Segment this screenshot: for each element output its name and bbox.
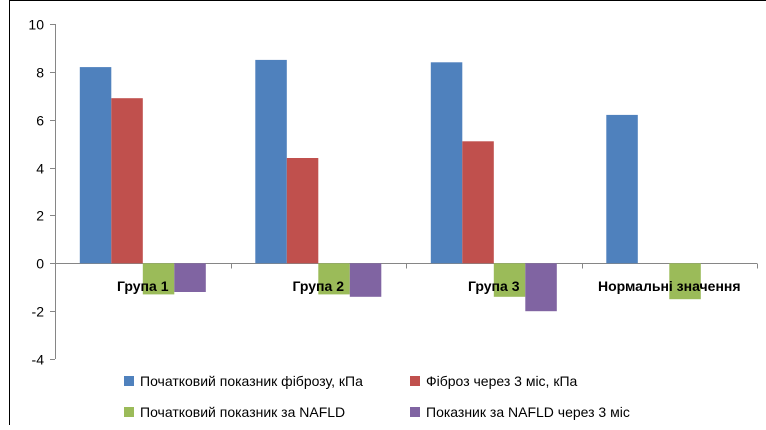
bar [142,263,175,295]
legend-swatch [124,376,134,386]
x-category-label: Група 3 [468,278,520,294]
legend: Початковий показник фіброзу, кПа Фіброз ч… [124,373,630,420]
bar [318,263,350,295]
bar [493,263,526,297]
legend-label: Початковий показник за NAFLD [140,404,345,420]
x-category-label: Нормальні значення [598,278,741,294]
y-tick-label: 10 [28,17,44,33]
x-category-label: Група 1 [117,278,169,294]
y-tick-label: 4 [36,161,44,177]
bar [349,263,382,297]
bar [255,59,287,264]
y-tick-label: 6 [36,113,44,129]
bar [462,141,494,264]
legend-label: Показник за NAFLD через 3 міс [426,404,630,420]
y-tick-label: 2 [36,208,44,224]
bar [525,263,557,312]
legend-label: Фіброз через 3 міс, кПа [426,373,578,389]
y-tick-label: 8 [36,65,44,81]
y-tick-label: -2 [32,304,45,320]
y-tick-label: 0 [36,256,44,272]
bar [79,67,112,264]
x-category-label: Група 2 [293,278,345,294]
bar [286,158,319,264]
bar [174,263,206,292]
bar [606,114,638,264]
legend-swatch [124,407,134,417]
legend-swatch [410,376,420,386]
bar [430,62,463,264]
plot-area: -4 -2 0 2 4 6 8 10 Група 1 Група 2 Група 3 Нормальн… [28,17,758,368]
legend-label: Початковий показник фіброзу, кПа [140,373,363,389]
legend-swatch [410,407,420,417]
bar [669,263,701,300]
y-tick-label: -4 [32,352,45,368]
bar [111,98,143,264]
